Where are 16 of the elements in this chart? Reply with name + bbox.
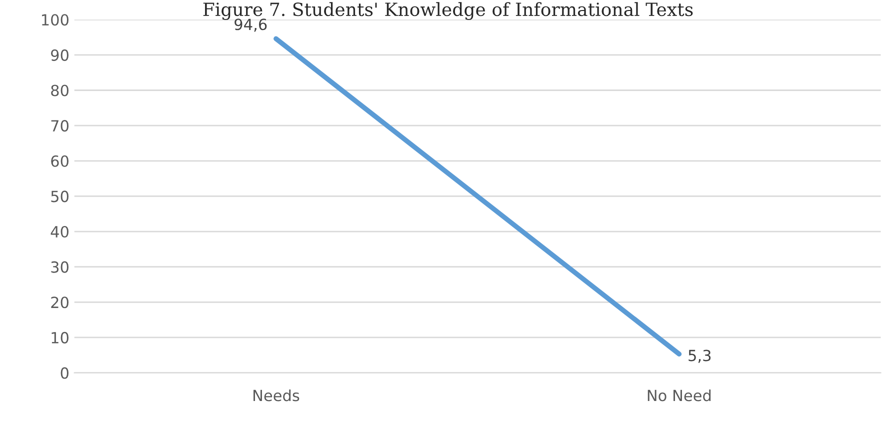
x-tick-label: No Need (648, 389, 711, 402)
y-tick-label: 30 (51, 261, 68, 273)
data-label: 94,6 (234, 18, 267, 32)
y-tick-label: 10 (52, 332, 68, 344)
y-tick-label: 40 (50, 226, 68, 238)
y-tick-label: 90 (51, 49, 68, 61)
y-tick-label: 80 (51, 84, 68, 96)
data-label: 5,3 (688, 350, 711, 363)
x-tick-label: Needs (254, 389, 300, 402)
y-tick-label: 100 (42, 14, 68, 26)
y-tick-label: 0 (60, 367, 68, 379)
y-tick-label: 60 (51, 155, 68, 167)
y-tick-label: 50 (51, 190, 68, 202)
y-tick-label: 70 (51, 120, 68, 132)
chart-title: Figure 7. Students' Knowledge of Informational Texts (203, 2, 693, 20)
y-tick-label: 20 (51, 296, 68, 308)
